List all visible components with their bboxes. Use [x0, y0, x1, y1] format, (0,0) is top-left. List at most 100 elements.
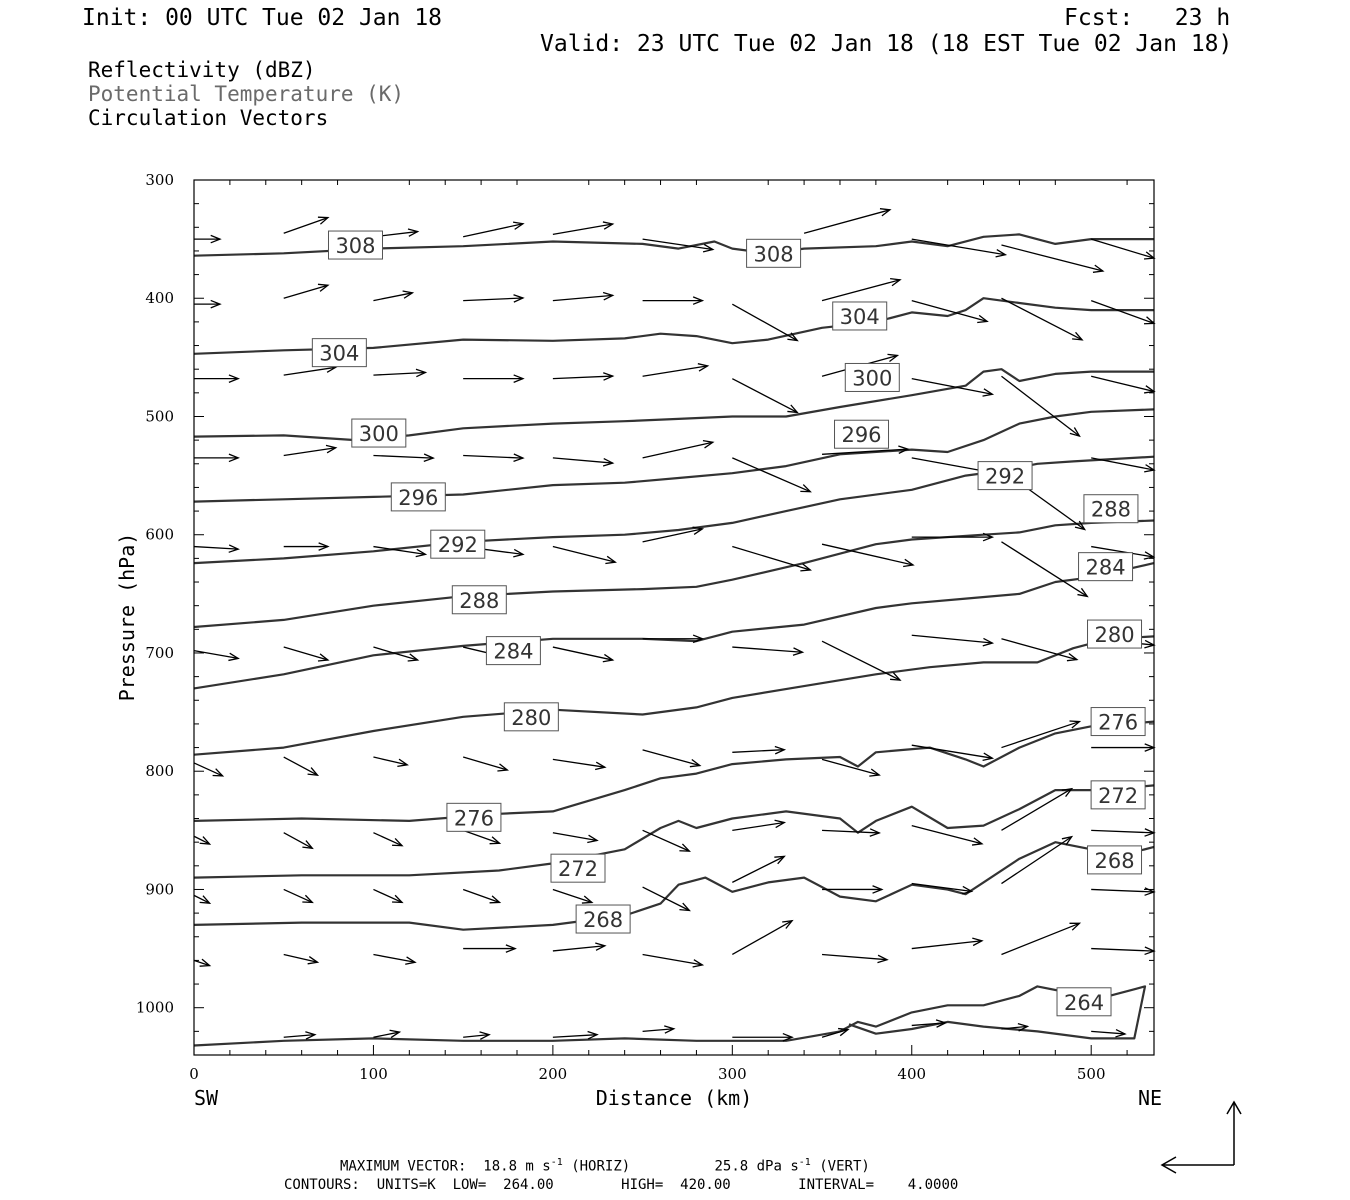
- theta-contour-276: [193, 720, 1155, 823]
- circulation-vector: [373, 368, 428, 378]
- circulation-vector: [911, 532, 995, 542]
- circulation-vector: [642, 886, 691, 912]
- circulation-vector: [552, 291, 615, 302]
- circulation-vector: [1091, 1028, 1127, 1038]
- contour-label: 304: [311, 338, 367, 368]
- y-tick-label: 500: [145, 407, 174, 425]
- circulation-vector: [463, 294, 525, 303]
- theta-contour-268: [193, 841, 1155, 931]
- circulation-vector: [732, 303, 799, 342]
- theta-contour-272: [193, 784, 1155, 879]
- circulation-vector: [642, 440, 715, 459]
- circulation-vector: [1091, 238, 1156, 260]
- circulation-vector: [1001, 922, 1082, 956]
- circulation-vector: [642, 829, 691, 852]
- y-tick-label: 400: [145, 289, 174, 307]
- circulation-vector: [194, 299, 222, 309]
- contour-label: 292: [977, 461, 1033, 491]
- circulation-vector: [193, 544, 240, 553]
- circulation-vector: [552, 372, 615, 381]
- circulation-vector: [283, 646, 330, 662]
- circulation-vector: [462, 756, 510, 772]
- circulation-vector: [552, 221, 615, 236]
- valid-time: Valid: 23 UTC Tue 02 Jan 18 (18 EST Tue …: [540, 31, 1233, 57]
- circulation-vector: [911, 744, 995, 762]
- circulation-vector: [463, 221, 525, 238]
- y-tick-label: 700: [145, 644, 174, 662]
- contour-label-text: 272: [558, 857, 598, 881]
- contour-label: 288: [451, 585, 507, 615]
- circulation-vector: [1001, 1022, 1030, 1032]
- y-axis-title: Pressure (hPa): [115, 533, 139, 702]
- contour-label: 276: [1090, 707, 1146, 737]
- contour-label-text: 284: [493, 640, 533, 664]
- contour-label: 308: [327, 230, 383, 260]
- x-tick-label: 400: [897, 1065, 926, 1083]
- reference-vector-icon: [1160, 1100, 1242, 1174]
- circulation-vector: [821, 445, 910, 455]
- x-tick-label: 200: [539, 1065, 568, 1083]
- circulation-vector: [552, 1030, 599, 1040]
- circulation-vector: [911, 378, 995, 397]
- contour-label-text: 264: [1064, 991, 1104, 1015]
- circulation-vector: [463, 453, 525, 463]
- circulation-vector: [373, 832, 404, 847]
- circulation-vector: [193, 649, 240, 662]
- contour-info: CONTOURS: UNITS=K LOW= 264.00 HIGH= 420.…: [284, 1177, 959, 1193]
- theta-contour-284: [193, 562, 1155, 690]
- theta-contour-288: [193, 519, 1155, 629]
- circulation-vector: [373, 453, 435, 463]
- contour-label: 296: [390, 482, 446, 512]
- circulation-vector: [193, 762, 225, 777]
- contour-label: 284: [1078, 552, 1134, 582]
- x-tick-label: 100: [359, 1065, 388, 1083]
- circulation-vector: [373, 953, 417, 965]
- contour-label: 288: [1083, 494, 1139, 524]
- circulation-vector: [463, 1031, 491, 1040]
- circulation-vector: [642, 749, 702, 768]
- circulation-vector: [283, 1031, 317, 1040]
- contour-label-text: 272: [1098, 784, 1138, 808]
- circulation-vector: [552, 888, 594, 904]
- circulation-vector: [732, 545, 812, 572]
- contour-label: 272: [550, 853, 606, 883]
- contour-label-text: 300: [359, 422, 399, 446]
- circulation-vector: [821, 953, 889, 964]
- circulation-vector: [462, 888, 502, 904]
- theta-contour-304: [193, 297, 1154, 355]
- circulation-vector: [642, 363, 710, 377]
- x-tick-label: 0: [189, 1065, 199, 1083]
- contour-label: 276: [446, 802, 502, 832]
- circulation-vector: [1091, 375, 1156, 394]
- circulation-vector: [911, 299, 989, 324]
- circulation-vector: [1091, 828, 1156, 837]
- theta-contour-300: [193, 368, 1154, 442]
- init-time: Init: 00 UTC Tue 02 Jan 18: [82, 5, 443, 31]
- circulation-vector: [822, 885, 884, 894]
- contour-label: 268: [1087, 845, 1143, 875]
- circulation-vector: [193, 835, 212, 845]
- circulation-vector: [283, 756, 320, 777]
- circulation-vector: [462, 829, 502, 845]
- legend-circulation-vectors: Circulation Vectors: [88, 106, 329, 130]
- y-tick-label: 800: [145, 762, 174, 780]
- circulation-vector: [803, 208, 892, 234]
- circulation-vector: [821, 277, 902, 302]
- circulation-vector: [822, 828, 881, 837]
- maximum-vector-info: MAXIMUM VECTOR: 18.8 m s-1 (HORIZ) 25.8 …: [340, 1157, 870, 1175]
- x-left-endpoint-label: SW: [194, 1086, 219, 1110]
- contour-label: 300: [844, 362, 900, 392]
- x-right-endpoint-label: NE: [1138, 1086, 1162, 1110]
- contour-label: 272: [1090, 780, 1146, 810]
- circulation-vector: [552, 545, 617, 565]
- contour-label: 284: [485, 636, 541, 666]
- circulation-vector: [373, 545, 428, 558]
- contour-label-text: 304: [840, 305, 880, 329]
- circulation-vector: [732, 819, 787, 831]
- circulation-vector: [463, 944, 517, 953]
- circulation-vector: [373, 888, 404, 904]
- contour-label-text: 308: [335, 234, 375, 258]
- contour-label-text: 300: [852, 366, 892, 390]
- contour-label-text: 296: [398, 486, 438, 510]
